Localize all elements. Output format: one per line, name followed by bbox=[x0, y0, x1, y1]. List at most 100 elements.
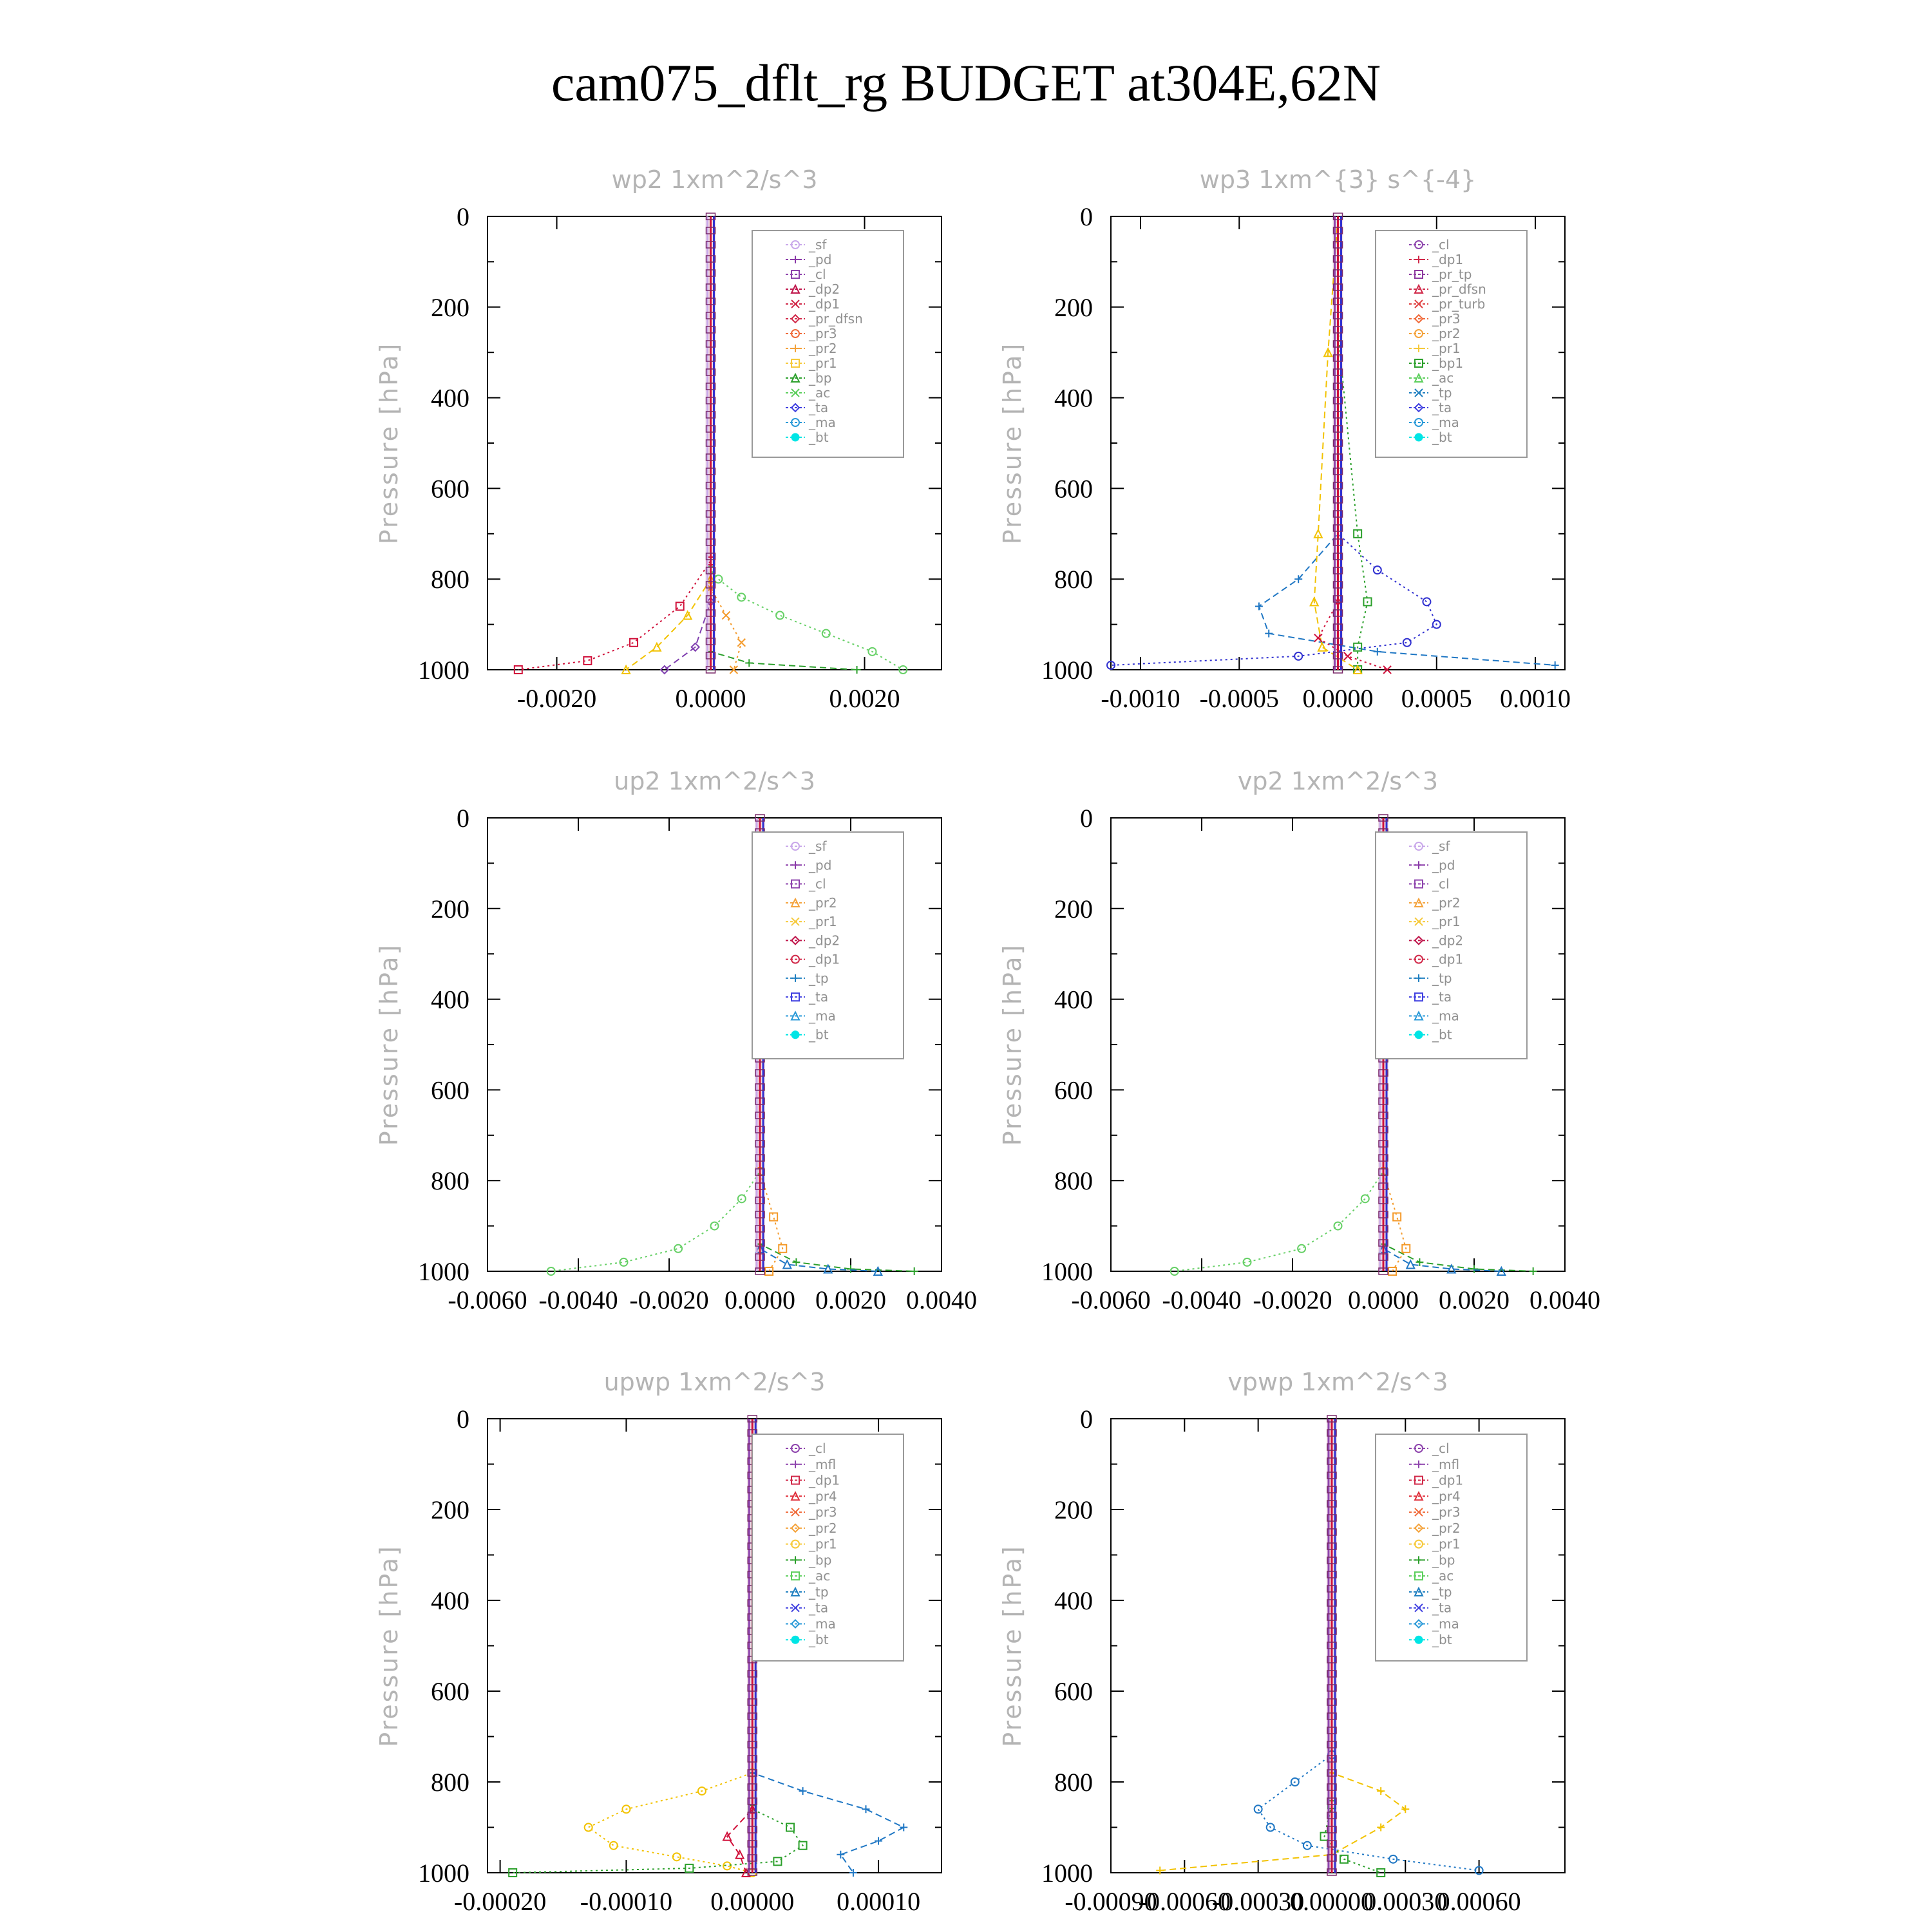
y-axis-label: Pressure [hPa] bbox=[998, 943, 1027, 1146]
series-marker bbox=[735, 1849, 745, 1859]
zero-series-marker bbox=[705, 439, 716, 447]
zero-series-marker bbox=[705, 609, 716, 617]
legend-label: _dp1 bbox=[1432, 952, 1463, 967]
zero-series-marker bbox=[1327, 1769, 1337, 1777]
series-line bbox=[518, 216, 712, 670]
series-marker bbox=[1416, 1258, 1424, 1266]
legend-label: _bp1 bbox=[1432, 355, 1463, 371]
zero-series-marker bbox=[1327, 1542, 1337, 1550]
zero-series-marker bbox=[1327, 1698, 1337, 1706]
legend-box bbox=[752, 1434, 904, 1662]
legend-label: _pr1 bbox=[808, 355, 837, 371]
y-tick-label: 400 bbox=[1054, 384, 1093, 413]
series-marker bbox=[619, 1257, 629, 1267]
y-tick-label: 200 bbox=[1054, 895, 1093, 923]
y-tick-label: 200 bbox=[431, 1495, 469, 1524]
zero-series-marker bbox=[1332, 482, 1343, 489]
zero-series-marker bbox=[705, 652, 716, 659]
zero-series-marker bbox=[747, 1868, 757, 1876]
series-marker bbox=[685, 1863, 694, 1873]
zero-series-marker bbox=[755, 1182, 765, 1190]
legend-label: _dp1 bbox=[1432, 252, 1463, 267]
zero-series-marker bbox=[1327, 1727, 1337, 1734]
series-line bbox=[1323, 1419, 1381, 1873]
series-marker bbox=[675, 601, 685, 611]
zero-series-marker bbox=[755, 1140, 765, 1148]
y-tick-label: 200 bbox=[431, 293, 469, 322]
legend-box bbox=[752, 831, 904, 1059]
series-marker bbox=[723, 1861, 732, 1871]
zero-series-marker bbox=[747, 1812, 757, 1819]
legend-label: _pr1 bbox=[1432, 914, 1461, 929]
zero-series-marker bbox=[705, 411, 716, 419]
legend-label: _dp2 bbox=[808, 281, 840, 297]
zero-series-marker bbox=[1327, 1415, 1337, 1423]
legend-label: _ac bbox=[1432, 1568, 1454, 1584]
legend-label: _cl bbox=[1432, 876, 1450, 892]
zero-series-marker bbox=[1332, 383, 1343, 390]
legend-marker bbox=[1414, 372, 1424, 383]
y-tick-label: 0 bbox=[457, 202, 469, 231]
zero-series-marker bbox=[747, 1854, 757, 1862]
zero-series-marker bbox=[1327, 1741, 1337, 1748]
x-tick-label: 0.0000 bbox=[1303, 684, 1374, 713]
legend-marker bbox=[1414, 314, 1424, 324]
legend-box bbox=[1375, 831, 1528, 1059]
legend-label: _cl bbox=[808, 1441, 826, 1456]
panel-vp2: vp2 1xm^2/s^3 Pressure [hPa] 0 200 400 600 800… bbox=[998, 767, 1600, 1314]
zero-series-marker bbox=[1327, 1486, 1337, 1493]
zero-series-marker bbox=[1332, 638, 1343, 645]
zero-series-marker bbox=[747, 1684, 757, 1692]
zero-series-marker bbox=[755, 1126, 765, 1133]
legend-marker bbox=[1414, 1030, 1423, 1039]
zero-series-marker bbox=[1378, 1168, 1388, 1176]
zero-series-marker bbox=[1327, 1670, 1337, 1678]
series-marker bbox=[737, 592, 746, 602]
series-line bbox=[1110, 216, 1438, 666]
zero-series-marker bbox=[1378, 1253, 1388, 1261]
legend-label: _pr3 bbox=[808, 1504, 837, 1520]
zero-series-marker bbox=[1327, 1599, 1337, 1607]
legend-label: _pr4 bbox=[808, 1488, 837, 1504]
zero-series-marker bbox=[1378, 1069, 1388, 1077]
zero-series-marker bbox=[705, 623, 716, 631]
series-marker bbox=[1392, 1212, 1402, 1222]
panel-title: upwp 1xm^2/s^3 bbox=[604, 1368, 826, 1396]
legend-label: _bp bbox=[808, 1552, 831, 1567]
zero-series-marker bbox=[1332, 269, 1343, 277]
zero-series-marker bbox=[705, 581, 716, 589]
series-marker bbox=[1422, 597, 1432, 607]
series-marker bbox=[1377, 1823, 1385, 1832]
series-marker bbox=[1529, 1267, 1537, 1275]
panel-vpwp: vpwp 1xm^2/s^3 Pressure [hPa] 0 200 400 600 80… bbox=[998, 1368, 1566, 1916]
series-marker bbox=[778, 1244, 788, 1253]
series-marker bbox=[513, 665, 523, 674]
x-tick-label: 0.00000 bbox=[1290, 1887, 1374, 1916]
zero-series-marker bbox=[1332, 623, 1343, 631]
zero-series-marker bbox=[755, 1267, 765, 1275]
legend-label: _pr2 bbox=[1432, 895, 1461, 911]
legend-label: _ac bbox=[1432, 370, 1454, 386]
x-tick-label: 0.0040 bbox=[1530, 1285, 1600, 1314]
legend-marker bbox=[1414, 270, 1423, 279]
x-tick-label: -0.0020 bbox=[517, 684, 596, 713]
legend-label: _pr_dfsn bbox=[808, 311, 863, 327]
legend-marker bbox=[790, 402, 800, 413]
series-marker bbox=[583, 656, 592, 665]
x-tick-label: -0.0005 bbox=[1200, 684, 1279, 713]
panel-title: wp3 1xm^{3} s^{-4} bbox=[1200, 166, 1476, 194]
legend-marker bbox=[1414, 329, 1423, 338]
legend-label: _sf bbox=[1432, 838, 1450, 854]
series-marker bbox=[1373, 647, 1381, 656]
x-tick-label: -0.00030 bbox=[1212, 1887, 1304, 1916]
zero-series-marker bbox=[1332, 453, 1343, 461]
legend-label: _tp bbox=[1432, 1584, 1452, 1600]
zero-series-marker bbox=[755, 1253, 765, 1261]
legend-label: _pr3 bbox=[1432, 311, 1461, 327]
zero-series-marker bbox=[747, 1769, 757, 1777]
series-line bbox=[625, 216, 712, 670]
zero-series-marker bbox=[1378, 1211, 1388, 1218]
series-marker bbox=[1253, 1804, 1263, 1814]
legend-marker bbox=[1414, 935, 1424, 945]
series-line bbox=[1313, 216, 1358, 670]
